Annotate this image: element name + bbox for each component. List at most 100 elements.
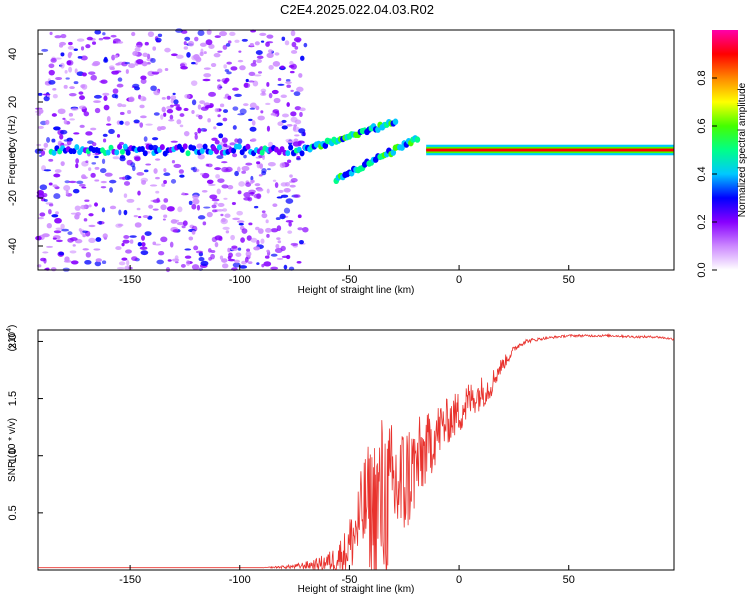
heatmap-noise-cell: [173, 103, 181, 107]
colorbar-label: Normalized spectral amplitude: [737, 82, 748, 217]
heatmap-y-tick-label: -20: [7, 190, 19, 206]
heatmap-noise-cell: [59, 134, 64, 140]
heatmap-noise-cell: [53, 126, 61, 131]
heatmap-noise-cell: [280, 194, 289, 198]
heatmap-noise-cell: [100, 168, 107, 174]
heatmap-noise-cell: [45, 119, 50, 125]
heatmap-noise-cell: [293, 194, 301, 198]
heatmap-noise-cell: [303, 42, 308, 48]
heatmap-line-cell: [182, 143, 188, 150]
snr-series-line: [38, 333, 675, 571]
heatmap-noise-cell: [112, 156, 120, 160]
heatmap-noise-cell: [281, 119, 287, 123]
heatmap-noise-cell: [203, 206, 211, 209]
heatmap-noise-cell: [195, 250, 204, 254]
heatmap-noise-cell: [259, 32, 267, 36]
heatmap-noise-cell: [79, 124, 85, 128]
heatmap-noise-cell: [225, 230, 230, 234]
heatmap-noise-cell: [265, 219, 269, 224]
heatmap-noise-cell: [297, 214, 302, 219]
heatmap-branch-cell: [414, 136, 421, 143]
heatmap-noise-cell: [235, 252, 242, 257]
heatmap-noise-cell: [53, 193, 61, 200]
heatmap-noise-cell: [243, 192, 251, 198]
heatmap-noise-cell: [118, 261, 126, 266]
heatmap-noise-cell: [91, 62, 99, 67]
heatmap-noise-cell: [205, 104, 213, 109]
heatmap-noise-cell: [104, 172, 113, 177]
heatmap-noise-cell: [48, 203, 54, 207]
heatmap-noise-cell: [191, 61, 196, 65]
colorbar-tick-label: 0.4: [696, 166, 708, 181]
heatmap-noise-cell: [140, 115, 147, 119]
heatmap-noise-cell: [285, 198, 294, 204]
heatmap-noise-cell: [72, 244, 76, 247]
colorbar-gradient: [712, 30, 738, 270]
heatmap-noise-cell: [52, 87, 57, 91]
svg-text:(x104): (x104): [6, 325, 18, 352]
heatmap-noise-cell: [81, 72, 87, 77]
heatmap-noise-cell: [59, 41, 67, 46]
heatmap-noise-cell: [48, 182, 53, 186]
heatmap-noise-cell: [124, 121, 130, 126]
heatmap-noise-cell: [80, 55, 88, 61]
heatmap-noise-cell: [188, 200, 193, 205]
heatmap-noise-cell: [210, 62, 217, 68]
heatmap-noise-cell: [101, 260, 107, 265]
heatmap-noise-cell: [116, 83, 124, 88]
heatmap-noise-cell: [175, 54, 184, 59]
heatmap-noise-cell: [276, 257, 284, 260]
heatmap-noise-cell: [170, 95, 177, 100]
heatmap-noise-cell: [214, 139, 220, 145]
heatmap-noise-cell: [138, 216, 142, 219]
heatmap-noise-cell: [36, 143, 42, 147]
heatmap-line-cell: [119, 148, 125, 155]
page-title: C2E4.2025.022.04.03.R02: [280, 2, 434, 17]
heatmap-noise-cell: [170, 140, 178, 143]
heatmap-noise-cell: [49, 31, 53, 36]
colorbar: 0.0 0.2 0.4 0.6 0.8 Normalized spectral ampl…: [696, 30, 748, 278]
heatmap-line-cell: [202, 143, 208, 150]
heatmap-line-cell: [125, 149, 131, 156]
heatmap-noise-cell: [224, 69, 230, 72]
heatmap-noise-cell: [109, 66, 115, 71]
heatmap-noise-cell: [84, 199, 90, 202]
heatmap-line-cell: [139, 145, 145, 152]
heatmap-y-ticks: 40 20 0 -20 -40: [7, 48, 43, 254]
heatmap-noise-cell: [39, 212, 46, 217]
heatmap-line-cell: [117, 143, 123, 150]
heatmap-noise-cell: [82, 234, 87, 238]
heatmap-noise-cell: [233, 259, 240, 264]
heatmap-noise-cell: [272, 203, 278, 207]
heatmap-noise-cell: [290, 89, 294, 93]
heatmap-noise-cell: [295, 38, 301, 43]
heatmap-noise-cell: [185, 259, 191, 266]
heatmap-x-tick-label: 0: [456, 274, 462, 286]
heatmap-noise-cell: [94, 166, 100, 170]
heatmap-noise-cell: [66, 59, 74, 66]
heatmap-noise-cell: [100, 79, 108, 84]
heatmap-noise-cell: [63, 84, 68, 89]
heatmap-noise-cell: [288, 64, 295, 68]
heatmap-line-cell: [122, 143, 128, 150]
heatmap-noise-cell: [110, 34, 117, 38]
heatmap-line-cell: [185, 150, 191, 157]
heatmap-noise-cell: [154, 243, 161, 246]
heatmap-noise-cell: [64, 180, 71, 184]
heatmap-noise-cell: [172, 229, 179, 233]
heatmap-noise-cell: [100, 180, 107, 184]
heatmap-noise-cell: [200, 260, 209, 266]
heatmap-noise-cell: [139, 95, 146, 102]
heatmap-noise-cell: [131, 31, 136, 37]
heatmap-noise-cell: [126, 198, 135, 203]
heatmap-noise-cell: [276, 196, 283, 199]
heatmap-noise-cell: [244, 256, 249, 263]
heatmap-noise-cell: [246, 235, 252, 241]
heatmap-noise-cell: [58, 251, 65, 256]
heatmap-noise-cell: [270, 113, 275, 116]
heatmap-noise-cell: [286, 102, 290, 107]
heatmap-noise-cell: [208, 257, 212, 261]
heatmap-noise-cell: [112, 88, 119, 94]
heatmap-noise-cell: [48, 158, 54, 162]
heatmap-noise-cell: [266, 233, 270, 238]
